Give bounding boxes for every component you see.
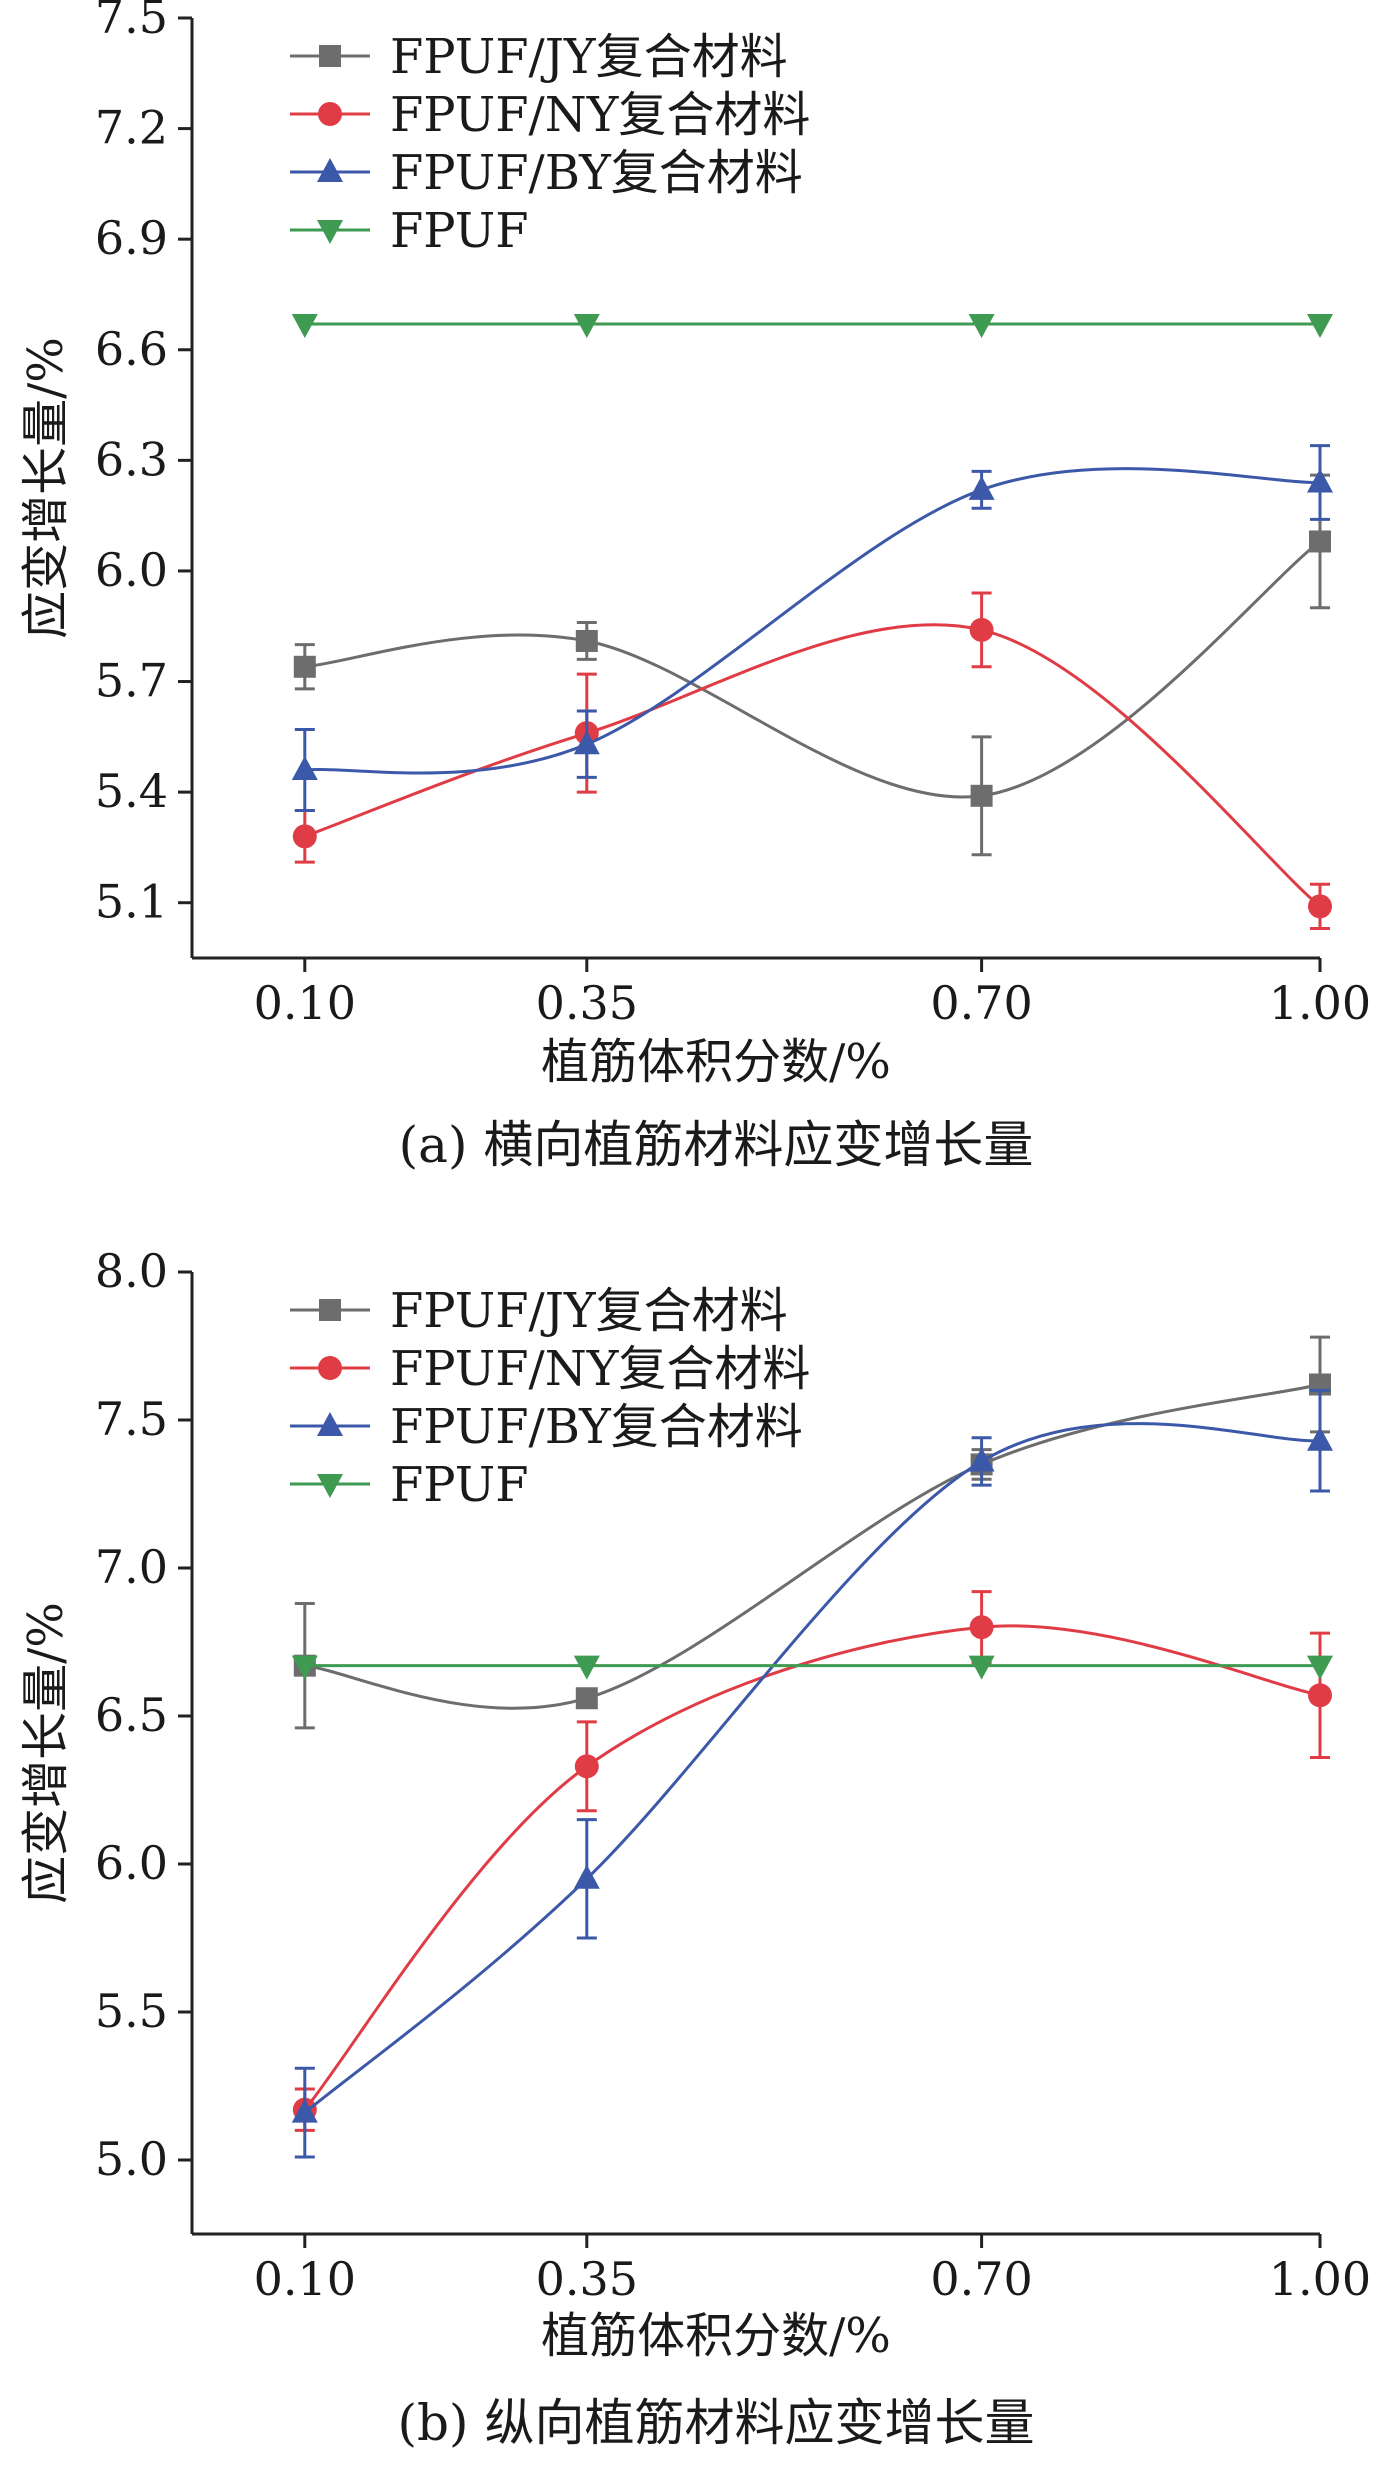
y-tick-label: 5.0 (95, 2132, 168, 2186)
data-point (293, 655, 316, 678)
y-tick-label: 7.2 (95, 101, 168, 155)
series-3 (291, 444, 1333, 813)
data-point (1308, 1683, 1332, 1708)
data-point (291, 313, 318, 338)
data-point (1309, 530, 1331, 553)
y-tick-label: 6.9 (95, 211, 168, 265)
legend-label: FPUF (390, 203, 529, 259)
series-line (304, 540, 1321, 799)
series-2 (292, 591, 1332, 931)
x-tick-label: 1.00 (1269, 976, 1371, 1030)
data-point (574, 1754, 599, 1779)
legend-marker (317, 220, 343, 244)
data-point (1308, 894, 1332, 919)
y-tick-label: 5.4 (95, 764, 168, 818)
series-3 (291, 1388, 1333, 2159)
x-tick-label: 0.70 (930, 976, 1032, 1030)
y-tick-label: 5.1 (95, 875, 168, 929)
series-line (304, 1383, 1321, 1710)
legend-label: FPUF/BY复合材料 (390, 1399, 803, 1455)
legend-marker (317, 158, 343, 182)
data-point (970, 784, 993, 807)
series-line (304, 467, 1321, 775)
data-point (575, 629, 598, 652)
legend-label: FPUF/NY复合材料 (390, 87, 810, 143)
legend-marker (319, 1299, 341, 1321)
x-tick-label: 1.00 (1269, 2252, 1371, 2306)
series-4 (291, 313, 1333, 338)
data-point (575, 1687, 598, 1710)
x-tick-label: 0.70 (930, 2252, 1032, 2306)
data-point (968, 475, 995, 500)
series-1 (293, 473, 1331, 857)
x-tick-label: 0.10 (254, 2252, 356, 2306)
y-tick-label: 7.5 (95, 1392, 168, 1446)
y-tick-label: 6.0 (95, 543, 168, 597)
series-4 (291, 1655, 1333, 1680)
data-point (573, 313, 600, 338)
y-axis-title: 应变增长量/% (18, 1602, 74, 1904)
x-tick-label: 0.10 (254, 976, 356, 1030)
panel-caption-a: (a) 横向植筋材料应变增长量 (399, 1116, 1034, 1174)
data-point (573, 1655, 600, 1680)
legend-marker (318, 102, 342, 126)
legend-marker (317, 1412, 343, 1436)
y-tick-label: 7.0 (95, 1540, 168, 1594)
y-tick-label: 5.7 (95, 654, 168, 708)
series-line (304, 623, 1321, 908)
data-point (1307, 468, 1333, 493)
x-tick-label: 0.35 (536, 976, 638, 1030)
chart-panel-a: 5.1 5.4 5.7 6.0 6.3 6.6 6.9 7.2 7.5 0.10 0.35 0.70 1… (18, 0, 1371, 1174)
y-tick-label: 5.5 (95, 1984, 168, 2038)
series-line (303, 1624, 1321, 2111)
data-point (1307, 1655, 1333, 1680)
x-axis-title: 植筋体积分数/% (541, 2308, 891, 2364)
series-line (303, 1422, 1321, 2114)
y-tick-label: 8.0 (95, 1244, 168, 1298)
y-tick-label: 6.3 (95, 432, 168, 486)
legend-marker (317, 1474, 343, 1498)
legend-marker (319, 45, 341, 67)
data-point (573, 730, 600, 755)
chart-panel-b: 5.0 5.5 6.0 6.5 7.0 7.5 8.0 0.10 0.35 0.70 1.00 植筋体… (18, 1244, 1371, 2452)
y-tick-label: 6.0 (95, 1836, 168, 1890)
data-point (968, 1655, 995, 1680)
data-point (292, 824, 317, 849)
legend-label: FPUF (390, 1457, 529, 1513)
x-tick-label: 0.35 (536, 2252, 638, 2306)
legend-label: FPUF/JY复合材料 (390, 1283, 788, 1339)
data-point (573, 1864, 600, 1889)
data-point (1307, 1426, 1333, 1451)
y-tick-label: 7.5 (95, 0, 168, 44)
data-point (968, 313, 995, 338)
panel-caption-b: (b) 纵向植筋材料应变增长量 (398, 2394, 1035, 2452)
data-point (291, 756, 318, 780)
data-point (1307, 313, 1333, 338)
data-point (968, 1447, 995, 1472)
legend-label: FPUF/BY复合材料 (390, 145, 803, 201)
y-axis-title: 应变增长量/% (18, 337, 74, 639)
data-point (291, 2098, 318, 2123)
legend-label: FPUF/NY复合材料 (390, 1341, 810, 1397)
y-tick-label: 6.6 (95, 322, 168, 376)
legend-marker (318, 1356, 342, 1380)
y-tick-label: 6.5 (95, 1688, 168, 1742)
legend-label: FPUF/JY复合材料 (390, 29, 788, 85)
data-point (291, 1655, 318, 1680)
data-point (969, 1615, 994, 1640)
x-axis-title: 植筋体积分数/% (541, 1034, 891, 1090)
series-2 (292, 1590, 1332, 2132)
data-point (969, 617, 994, 642)
